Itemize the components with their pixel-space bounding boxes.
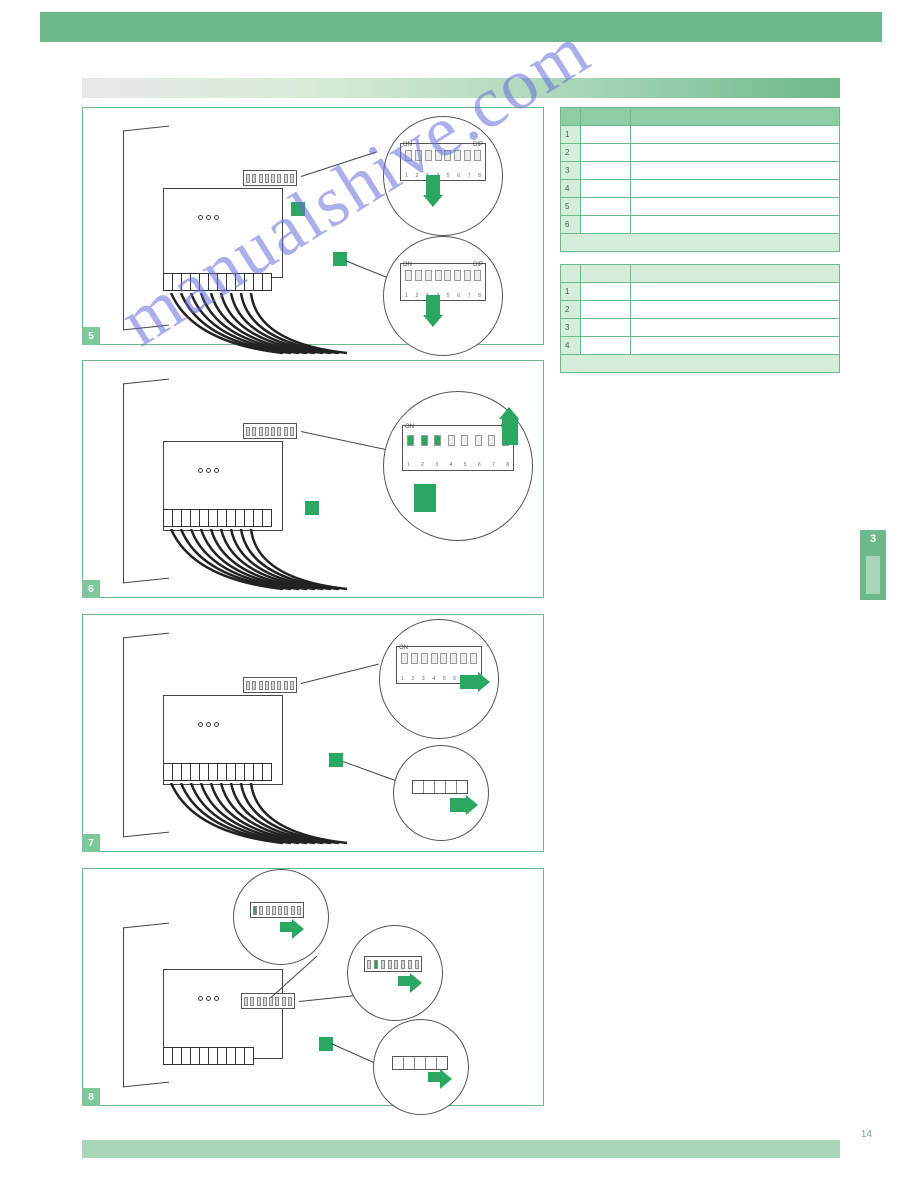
arrow-right-icon	[460, 675, 480, 689]
table-row: 5	[561, 198, 840, 216]
dip-switch-small-upper	[243, 170, 297, 186]
table-row: 2	[561, 144, 840, 162]
dip-switch-magnified: ON DIP 12345678	[400, 263, 486, 301]
screw-holes	[198, 714, 258, 722]
mounting-bracket	[163, 188, 283, 278]
th	[561, 265, 581, 283]
section-tab: 3	[860, 530, 886, 600]
arrow-right-icon	[280, 922, 294, 932]
figure-8-box: 8	[82, 868, 544, 1106]
arrow-up-icon	[502, 417, 518, 445]
dip-label: DIP	[473, 262, 483, 268]
dip-switch-magnified: ON DIP 12345678	[402, 425, 514, 471]
on-label: ON	[405, 424, 414, 430]
table-2-header	[561, 265, 840, 283]
section-number: 3	[860, 533, 886, 545]
arrow-down-icon	[426, 295, 440, 317]
dip-switch-small	[243, 423, 297, 439]
figure-number: 8	[82, 1088, 100, 1106]
tables: 1 2 3 4 5 6 1 2 3 4	[560, 107, 840, 373]
table-row: 1	[561, 126, 840, 144]
table-row: 2	[561, 301, 840, 319]
table-row: 1	[561, 283, 840, 301]
table-1-header	[561, 108, 840, 126]
th	[631, 108, 840, 126]
arrow-right-icon	[398, 976, 412, 986]
table-row: 6	[561, 216, 840, 234]
dip-switch-small	[243, 677, 297, 693]
dip-switch-small	[241, 993, 295, 1009]
detail-bubble: ON DIP 12345678	[383, 391, 533, 541]
tab-inner	[866, 556, 880, 594]
table-row: 3	[561, 319, 840, 337]
terminal-magnified	[412, 780, 468, 794]
table-footer-row	[561, 234, 840, 252]
detail-bubble-c	[373, 1019, 469, 1115]
on-label: ON	[403, 262, 412, 268]
arrow-down-icon	[426, 175, 440, 197]
dip-switch-detail	[250, 902, 304, 918]
figure-7-box: ON 12345678 7	[82, 614, 544, 852]
title-gradient-bar	[82, 78, 840, 98]
figure-number: 6	[82, 580, 100, 598]
arrow-right-icon	[428, 1072, 442, 1082]
table-row: 4	[561, 180, 840, 198]
th	[581, 265, 631, 283]
figure-number: 7	[82, 834, 100, 852]
figure-number: 5	[82, 327, 100, 345]
green-indicator	[291, 202, 305, 216]
figure-6-box: ON DIP 12345678 6	[82, 360, 544, 598]
page: ON DIP 12345678 ON DIP 12345678 5	[0, 0, 918, 1188]
dip-switch-detail	[364, 956, 422, 972]
detail-bubble-a	[233, 869, 329, 965]
dip-switch-magnified: ON DIP 12345678	[400, 143, 486, 181]
wires	[163, 529, 363, 609]
green-handle	[414, 484, 436, 512]
terminal-magnified	[392, 1056, 448, 1070]
screw-holes	[198, 460, 258, 468]
on-label: ON	[399, 645, 408, 651]
page-number: 14	[861, 1129, 872, 1140]
detail-bubble-lower: ON DIP 12345678	[383, 236, 503, 356]
detail-bubble-lower	[393, 745, 489, 841]
on-label: ON	[403, 142, 412, 148]
figure-5-box: ON DIP 12345678 ON DIP 12345678 5	[82, 107, 544, 345]
table-1: 1 2 3 4 5 6	[560, 107, 840, 252]
screw-holes	[198, 207, 258, 215]
table-row: 4	[561, 337, 840, 355]
th	[561, 108, 581, 126]
top-header-bar	[40, 12, 882, 42]
detail-bubble-b	[347, 925, 443, 1021]
wires	[163, 783, 363, 863]
th	[631, 265, 840, 283]
green-indicator	[329, 753, 343, 767]
detail-bubble-upper: ON 12345678	[379, 619, 499, 739]
dip-label: DIP	[473, 142, 483, 148]
table-row: 3	[561, 162, 840, 180]
table-footer-row	[561, 355, 840, 373]
mounting-bracket	[163, 969, 283, 1059]
table-2: 1 2 3 4	[560, 264, 840, 373]
terminal-block	[163, 1047, 293, 1077]
arrow-right-icon	[450, 798, 468, 812]
th	[581, 108, 631, 126]
detail-bubble-upper: ON DIP 12345678	[383, 116, 503, 236]
footer-bar	[82, 1140, 840, 1158]
